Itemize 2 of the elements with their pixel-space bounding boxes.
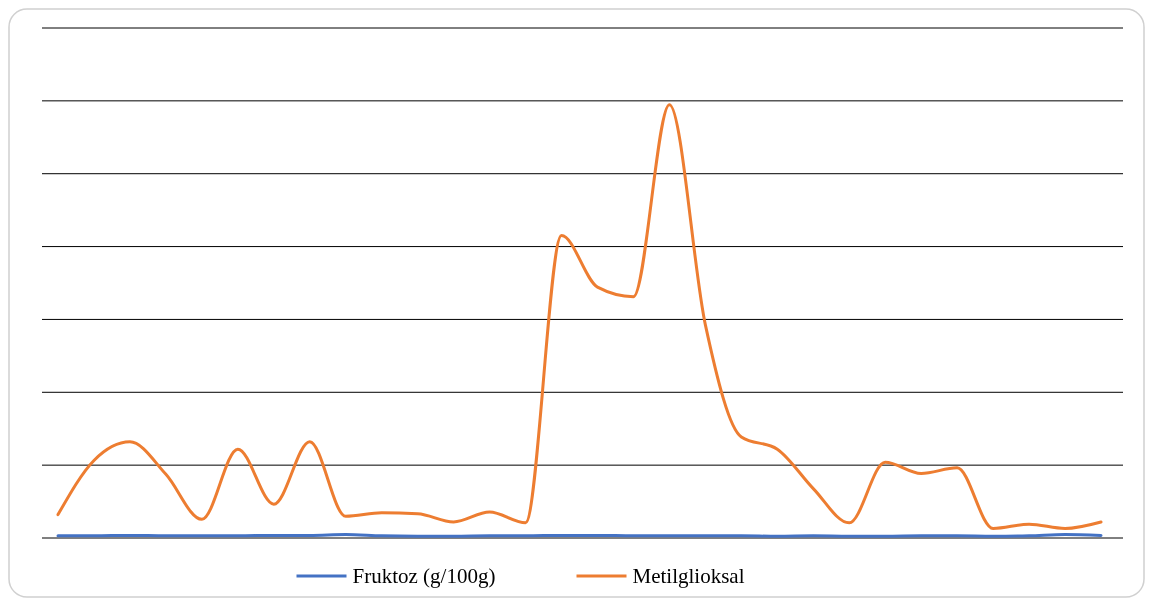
legend-label: Metilglioksal bbox=[632, 564, 745, 588]
legend-label: Fruktoz (g/100g) bbox=[352, 564, 496, 588]
